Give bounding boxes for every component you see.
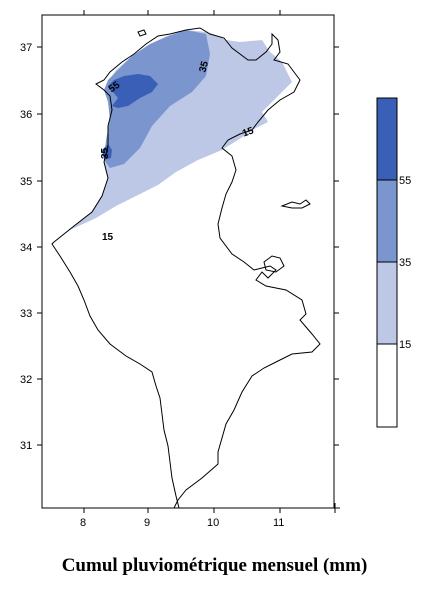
- y-tick-label: 31: [20, 440, 32, 452]
- contour-label-15-south: 15: [102, 232, 114, 243]
- legend-label-55: 55: [399, 175, 411, 187]
- contour-label-35-north: 35: [198, 60, 212, 74]
- corner-mark: [330, 503, 340, 513]
- x-axis: [83, 10, 281, 513]
- kerkennah-islands: [280, 199, 311, 209]
- contour-label-35-west: 35: [100, 147, 111, 159]
- x-tick-label: 8: [80, 517, 86, 529]
- y-tick-label: 34: [20, 242, 32, 254]
- y-tick-label: 37: [20, 42, 32, 54]
- y-axis: [37, 46, 339, 446]
- y-tick-label: 32: [20, 374, 32, 386]
- legend-label-15: 15: [399, 339, 411, 351]
- rain-zone-35: [104, 30, 210, 168]
- djerba-island: [263, 255, 285, 273]
- contour-label-15-east: 15: [241, 125, 256, 139]
- legend-label-35: 35: [399, 257, 411, 269]
- legend-swatch-15-35: [376, 261, 398, 345]
- x-tick-label: 11: [273, 517, 284, 529]
- tunisia-outline: [51, 27, 321, 508]
- y-tick-label: 36: [20, 109, 32, 121]
- legend-swatch-above-55: [376, 97, 398, 181]
- x-tick-label: 10: [207, 517, 219, 529]
- y-tick-label: 35: [20, 176, 32, 188]
- x-tick-label: 9: [144, 517, 150, 529]
- legend-swatch-35-55: [376, 179, 398, 263]
- legend: 55 35 15: [376, 97, 411, 428]
- map-caption: Cumul pluviométrique mensuel (mm): [61, 555, 368, 576]
- rain-zone-55: [108, 74, 158, 108]
- y-tick-label: 33: [20, 308, 32, 320]
- galite-island: [137, 29, 147, 37]
- legend-swatch-below-15: [376, 343, 398, 428]
